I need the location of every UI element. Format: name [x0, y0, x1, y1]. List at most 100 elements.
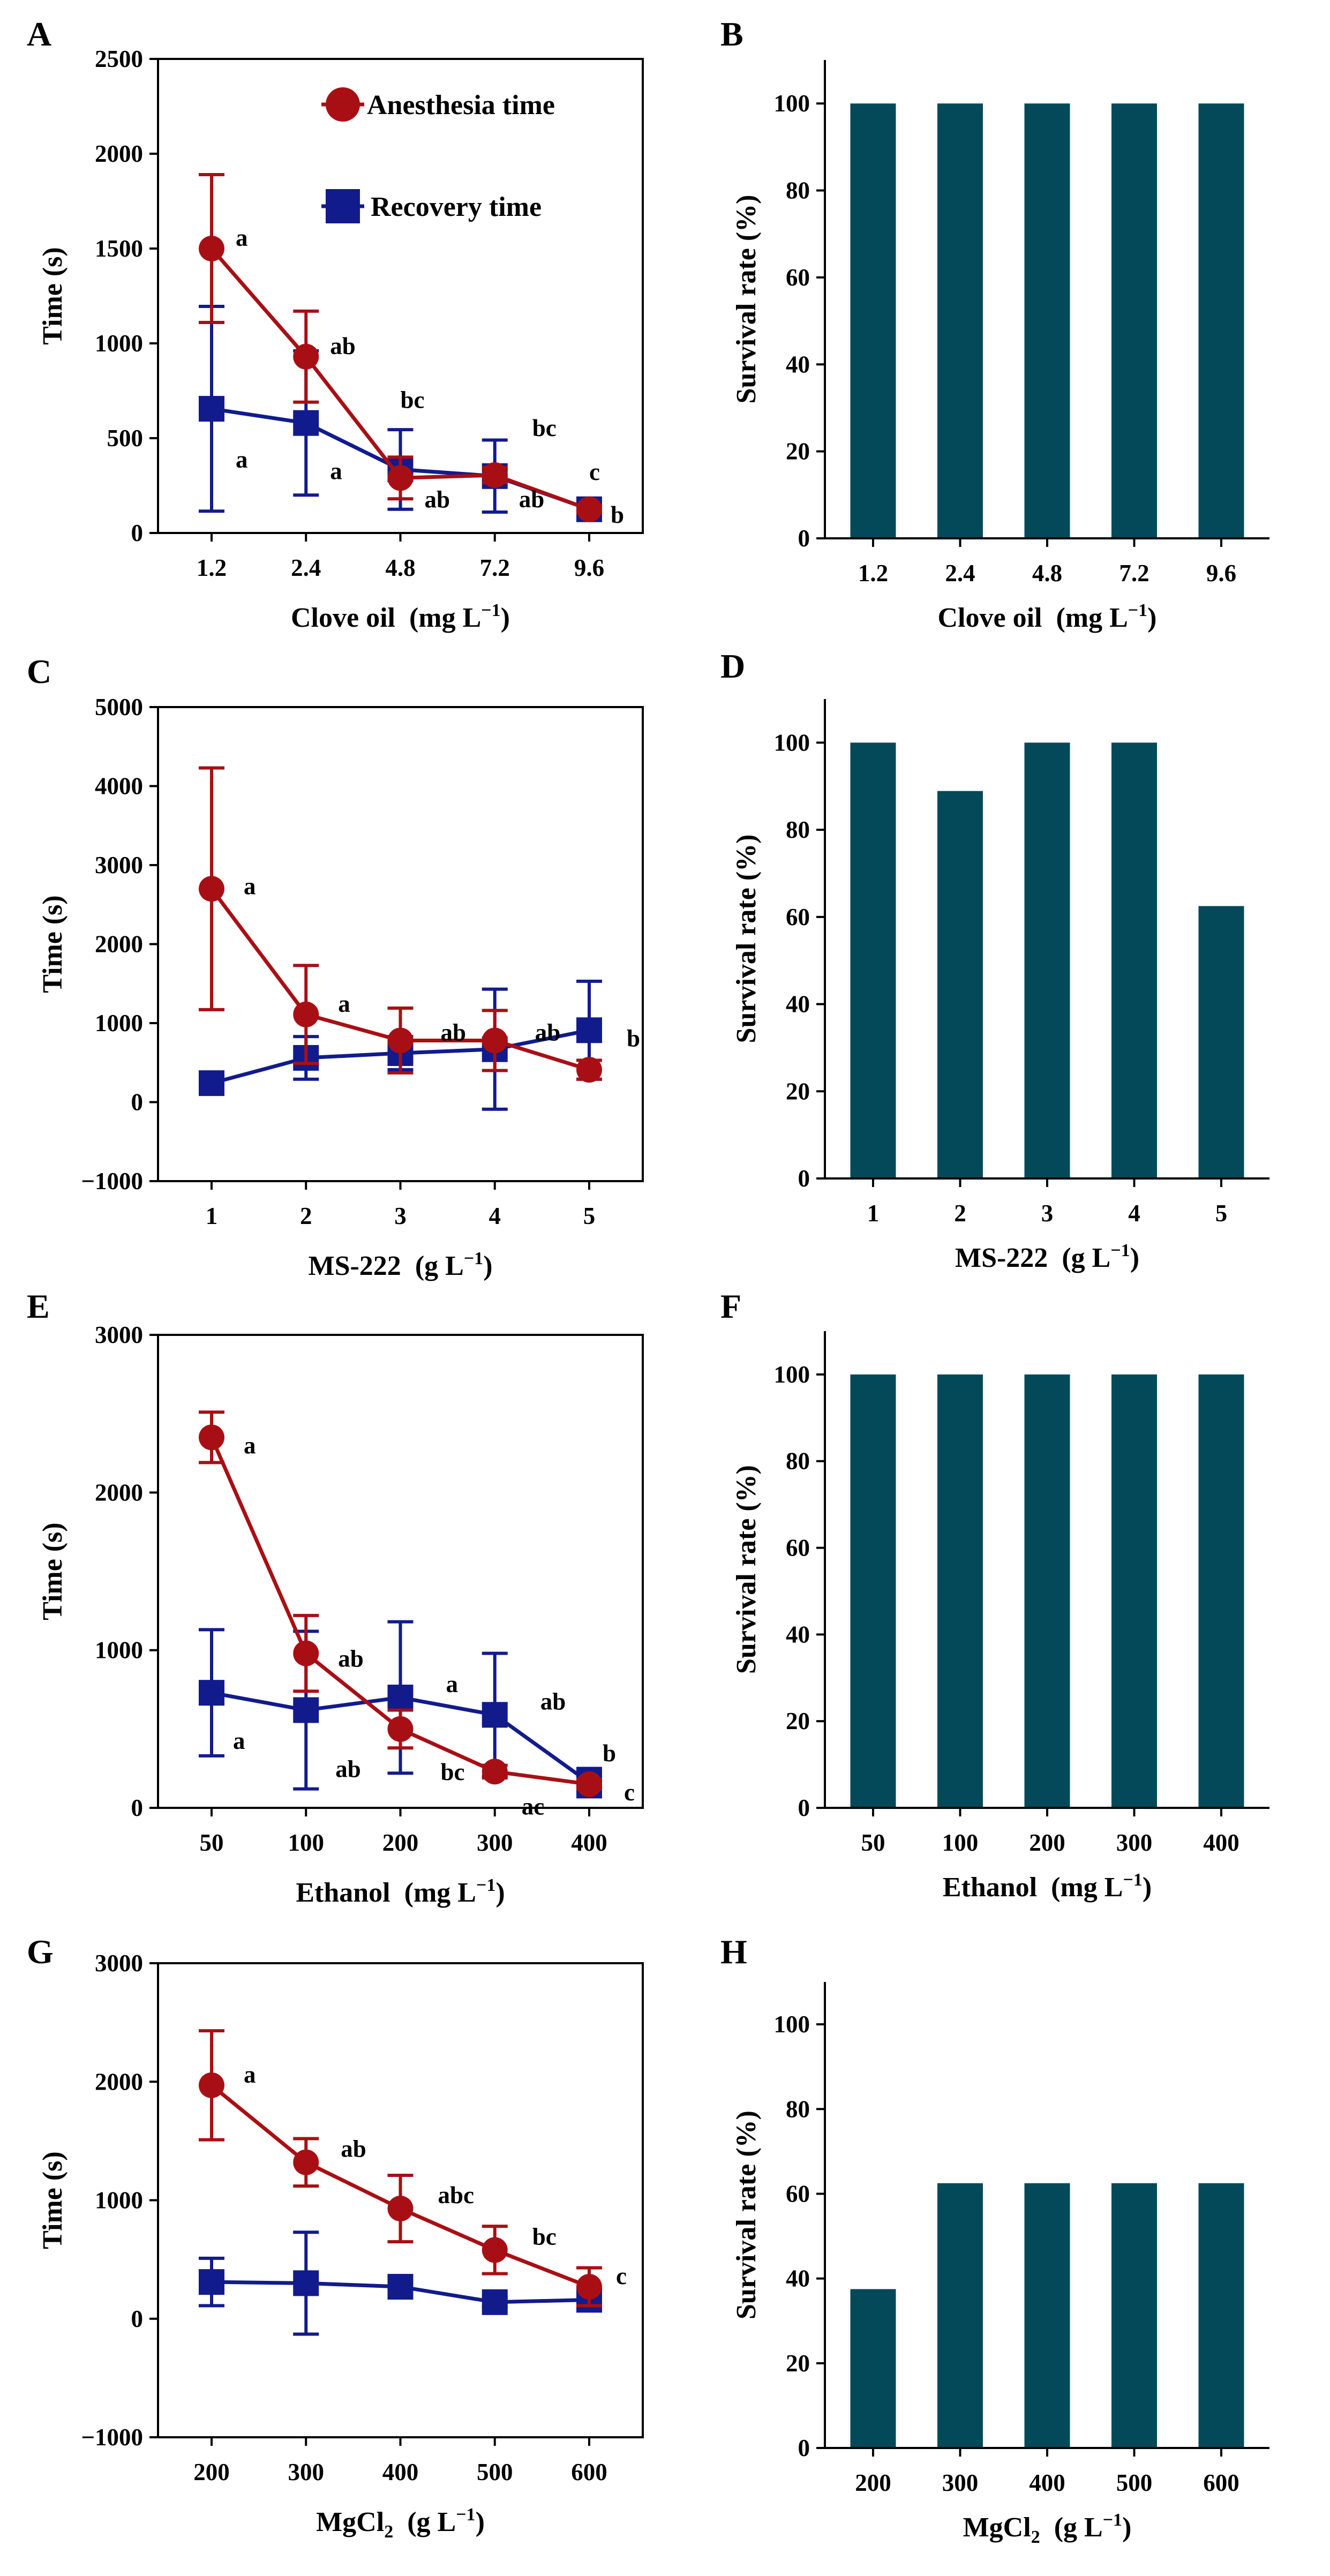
legend-label-recovery: Recovery time [371, 192, 542, 222]
significance-label: c [624, 1779, 635, 1806]
significance-label: bc [401, 386, 425, 413]
data-point [293, 1001, 319, 1027]
y-axis-title: Time (s) [37, 895, 68, 993]
x-axis-title: Ethanol (mg L−1) [943, 1870, 1152, 1903]
significance-label: bc [532, 2223, 557, 2250]
x-axis-title: Ethanol (mg L−1) [296, 1875, 505, 1908]
panel-letter: C [27, 652, 51, 690]
y-tick-label: 0 [131, 1089, 144, 1116]
x-tick-label: 200 [382, 1829, 419, 1856]
data-point [387, 1716, 414, 1742]
legend-marker-anesthesia [326, 87, 360, 122]
data-point [199, 1070, 224, 1097]
y-tick-label: 20 [786, 1078, 810, 1105]
data-point [199, 236, 224, 261]
y-tick-label: 40 [786, 1621, 810, 1648]
data-point [199, 1680, 224, 1706]
x-tick-label: 1 [206, 1203, 218, 1229]
significance-label: c [616, 2263, 627, 2289]
x-tick-label: 500 [477, 2459, 513, 2485]
x-tick-label: 3 [394, 1203, 407, 1229]
data-point [387, 1684, 414, 1710]
y-tick-label: 0 [131, 520, 144, 546]
significance-label: b [611, 501, 624, 528]
series-anesthesia [199, 1410, 602, 1797]
y-tick-label: 0 [798, 2435, 810, 2461]
x-tick-label: 500 [1116, 2469, 1153, 2496]
y-tick-label: 80 [786, 1448, 810, 1475]
data-point [293, 2270, 319, 2296]
significance-label: a [446, 1671, 459, 1698]
x-tick-label: 100 [288, 1829, 325, 1856]
y-axis-title: Time (s) [37, 2151, 68, 2249]
x-tick-label: 400 [1203, 1829, 1239, 1856]
y-tick-label: 60 [786, 904, 810, 930]
bar [1111, 742, 1157, 1178]
panel-letter: G [27, 1933, 54, 1971]
y-tick-label: 2000 [95, 2068, 143, 2095]
data-point [482, 1759, 508, 1785]
x-tick-label: 3 [1041, 1200, 1054, 1227]
x-tick-label: 4.8 [385, 554, 415, 581]
significance-label: a [244, 1432, 256, 1459]
significance-label: ab [540, 1688, 566, 1715]
y-axis-title: Time (s) [37, 1522, 68, 1620]
y-tick-label: 1000 [95, 330, 143, 357]
y-tick-label: 0 [131, 2305, 144, 2332]
data-point [293, 1640, 319, 1666]
x-axis-title: MgCl2 (g L−1) [316, 2505, 485, 2542]
data-point [576, 1771, 602, 1797]
x-tick-label: 9.6 [574, 554, 604, 581]
significance-label: a [244, 873, 256, 899]
bar [1111, 103, 1157, 538]
y-tick-label: 100 [774, 2011, 810, 2038]
y-axis-title: Survival rate (%) [731, 2111, 762, 2319]
panel-letter: A [27, 15, 51, 53]
panel-a: A 0 500 1000 1500 2000 2500 Time (s) 1.2 2.4 4.8 7.… [27, 15, 644, 633]
x-axis-title: MS-222 (g L−1) [955, 1241, 1139, 1273]
x-axis-title: MgCl2 (g L−1) [963, 2510, 1132, 2547]
data-point [293, 343, 319, 370]
significance-label: ab [338, 1646, 364, 1672]
y-tick-label: 1000 [95, 1637, 143, 1664]
significance-label: a [244, 2061, 256, 2088]
significance-label: a [338, 990, 350, 1017]
legend: Anesthesia time Recovery time [321, 87, 555, 223]
x-tick-label: 200 [1029, 1829, 1065, 1856]
bar [1111, 1374, 1157, 1808]
panel-b: B 0 20 40 60 80 100 Survival rate (%) 1.2 2.4 4.8 7… [720, 15, 1269, 633]
x-tick-label: 400 [1029, 2469, 1065, 2496]
y-tick-label: 40 [786, 351, 810, 378]
y-tick-label: 100 [774, 1361, 810, 1388]
significance-label: abc [438, 2182, 475, 2209]
y-tick-label: 0 [131, 1794, 144, 1821]
x-tick-label: 600 [571, 2459, 607, 2485]
y-tick-label: −1000 [81, 1168, 143, 1195]
x-tick-label: 2.4 [291, 554, 321, 581]
significance-label: ab [535, 1019, 561, 1046]
y-tick-label: 60 [786, 264, 810, 291]
x-tick-label: 100 [942, 1829, 979, 1856]
x-tick-label: 4 [489, 1203, 501, 1229]
x-tick-label: 2 [300, 1203, 312, 1229]
x-tick-label: 300 [1116, 1829, 1153, 1856]
bar [1198, 1374, 1244, 1808]
y-tick-label: −1000 [81, 2424, 143, 2451]
significance-label: b [627, 1025, 640, 1052]
bar [850, 742, 896, 1178]
data-point [482, 1702, 508, 1728]
data-point [387, 2195, 414, 2221]
legend-marker-recovery [326, 189, 360, 223]
significance-label: a [236, 446, 248, 473]
legend-label-anesthesia: Anesthesia time [367, 90, 555, 121]
x-tick-label: 50 [200, 1829, 224, 1856]
significance-label: c [589, 459, 600, 485]
x-axis-title: Clove oil (mg L−1) [937, 600, 1156, 633]
bar [937, 103, 983, 538]
data-point [387, 465, 414, 491]
y-axis-title: Time (s) [37, 247, 68, 344]
y-tick-label: 5000 [95, 694, 143, 720]
bar [1024, 103, 1070, 538]
x-tick-label: 7.2 [1119, 560, 1149, 587]
data-point [387, 1027, 414, 1054]
